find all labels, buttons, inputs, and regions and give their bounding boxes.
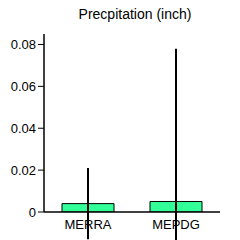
svg-text:0: 0 [29, 205, 36, 220]
svg-text:0.08: 0.08 [11, 37, 36, 52]
svg-text:MEPDG: MEPDG [152, 217, 200, 232]
svg-text:0.02: 0.02 [11, 163, 36, 178]
svg-text:MERRA: MERRA [65, 217, 112, 232]
svg-text:0.04: 0.04 [11, 121, 36, 136]
html-text:Precpitation (inch): Precpitation (inch) [78, 6, 192, 22]
svg-text:0.06: 0.06 [11, 79, 36, 94]
